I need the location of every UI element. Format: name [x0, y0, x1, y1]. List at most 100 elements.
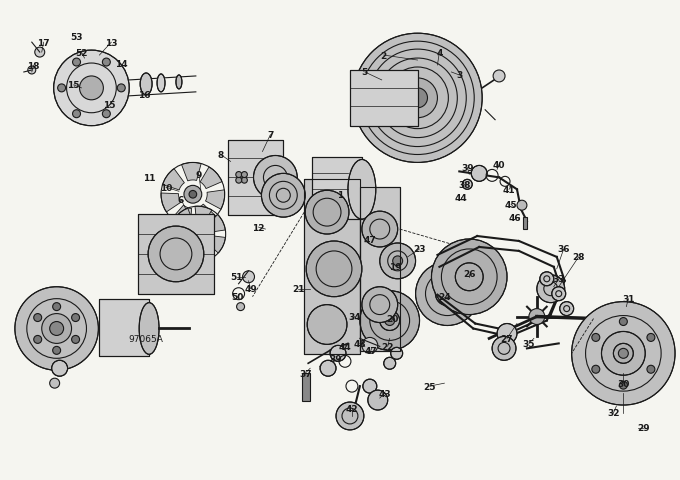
Circle shape — [517, 201, 527, 211]
Bar — [360, 188, 400, 352]
Wedge shape — [207, 215, 225, 233]
Circle shape — [462, 180, 472, 190]
Text: 39: 39 — [461, 164, 473, 172]
Text: 44: 44 — [339, 342, 352, 351]
Text: 47: 47 — [363, 235, 376, 244]
Circle shape — [572, 302, 675, 405]
Circle shape — [647, 334, 655, 342]
Circle shape — [492, 337, 516, 360]
Bar — [138, 215, 214, 294]
Bar — [99, 299, 149, 357]
Circle shape — [41, 314, 71, 344]
Text: 28: 28 — [573, 253, 585, 262]
Circle shape — [407, 89, 428, 108]
Circle shape — [320, 360, 336, 376]
Circle shape — [243, 271, 254, 283]
Circle shape — [189, 191, 197, 199]
Circle shape — [432, 240, 507, 315]
Circle shape — [52, 360, 67, 376]
Ellipse shape — [140, 74, 152, 96]
Text: 45: 45 — [505, 200, 517, 209]
Wedge shape — [207, 236, 226, 253]
Circle shape — [306, 241, 362, 297]
Text: 29: 29 — [637, 423, 649, 432]
Bar — [99, 299, 149, 357]
Circle shape — [73, 59, 80, 67]
Text: 38: 38 — [458, 180, 471, 190]
Text: 34: 34 — [349, 312, 361, 322]
Circle shape — [34, 314, 41, 322]
Bar — [360, 188, 400, 352]
Circle shape — [54, 51, 129, 126]
Text: 41: 41 — [503, 185, 515, 194]
Text: 30: 30 — [617, 379, 630, 388]
Circle shape — [305, 191, 349, 235]
Circle shape — [330, 346, 346, 361]
Text: 24: 24 — [438, 292, 451, 301]
Circle shape — [362, 212, 398, 248]
Text: 4: 4 — [437, 48, 443, 58]
Circle shape — [385, 316, 394, 326]
Ellipse shape — [176, 76, 182, 90]
Wedge shape — [174, 209, 193, 228]
Circle shape — [52, 303, 61, 311]
Circle shape — [34, 336, 41, 344]
Text: 48: 48 — [354, 339, 367, 348]
Circle shape — [15, 287, 99, 371]
Text: 5: 5 — [362, 68, 368, 77]
Circle shape — [592, 365, 600, 373]
Circle shape — [363, 379, 377, 393]
Bar — [350, 71, 418, 126]
Circle shape — [254, 156, 297, 200]
Text: 25: 25 — [423, 382, 436, 391]
Wedge shape — [195, 207, 211, 224]
Text: 97065A: 97065A — [129, 334, 164, 343]
Text: 11: 11 — [143, 173, 155, 182]
Ellipse shape — [139, 303, 159, 355]
Circle shape — [362, 287, 398, 323]
Circle shape — [551, 287, 566, 301]
Circle shape — [540, 272, 554, 286]
Text: 23: 23 — [413, 245, 426, 254]
Circle shape — [443, 289, 452, 299]
Circle shape — [368, 390, 388, 410]
Text: 36: 36 — [558, 245, 570, 254]
Bar — [312, 158, 362, 220]
Circle shape — [336, 402, 364, 430]
Circle shape — [435, 282, 459, 306]
Circle shape — [362, 338, 378, 354]
Circle shape — [592, 334, 600, 342]
Circle shape — [384, 358, 396, 370]
Text: 52: 52 — [75, 48, 88, 58]
Circle shape — [307, 305, 347, 345]
Wedge shape — [195, 204, 216, 226]
Circle shape — [50, 322, 64, 336]
Circle shape — [529, 309, 545, 325]
Text: 18: 18 — [27, 61, 40, 71]
Text: 26: 26 — [463, 270, 475, 279]
Circle shape — [103, 59, 110, 67]
Bar — [304, 180, 360, 355]
Circle shape — [148, 227, 204, 282]
Circle shape — [456, 264, 483, 291]
Circle shape — [241, 178, 248, 184]
Bar — [228, 140, 284, 216]
Text: 33: 33 — [552, 275, 565, 284]
Wedge shape — [200, 168, 222, 189]
Circle shape — [560, 302, 574, 316]
Circle shape — [619, 382, 628, 389]
Text: 10: 10 — [160, 183, 172, 192]
Ellipse shape — [348, 160, 376, 220]
Text: 8: 8 — [218, 151, 224, 160]
Text: 14: 14 — [115, 60, 128, 68]
Text: 50: 50 — [231, 292, 244, 301]
Text: 1: 1 — [337, 191, 343, 199]
Wedge shape — [175, 241, 194, 261]
Wedge shape — [182, 163, 201, 181]
Circle shape — [471, 166, 487, 182]
Ellipse shape — [157, 75, 165, 93]
Circle shape — [379, 311, 400, 331]
Circle shape — [497, 324, 517, 344]
Circle shape — [50, 378, 60, 388]
Circle shape — [236, 178, 242, 184]
